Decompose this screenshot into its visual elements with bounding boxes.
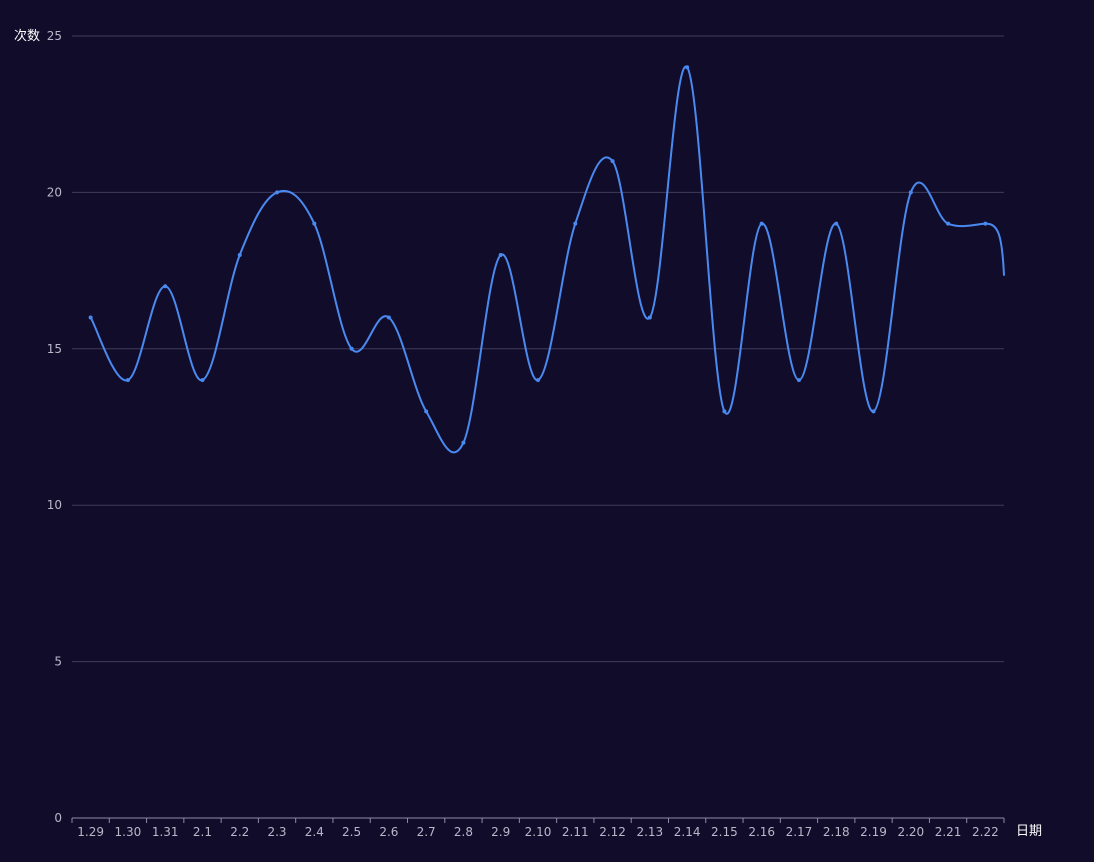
data-point	[536, 378, 540, 383]
data-point	[200, 378, 205, 383]
data-point	[125, 378, 130, 383]
y-tick-label: 10	[47, 498, 62, 512]
data-point	[88, 315, 93, 320]
x-tick-label: 1.29	[77, 825, 104, 839]
x-tick-label: 2.22	[972, 825, 999, 839]
x-axis-title: 日期	[1016, 824, 1042, 839]
data-point	[983, 221, 988, 226]
data-point	[834, 221, 839, 226]
data-point	[163, 284, 168, 289]
x-tick-label: 2.8	[454, 825, 473, 839]
data-point	[275, 190, 280, 195]
x-tick-label: 2.18	[823, 825, 850, 839]
data-point	[424, 409, 429, 414]
data-point	[610, 159, 615, 164]
data-point	[647, 315, 652, 320]
x-axis: 1.29 1.30 1.31 2.1 2.2 2.3 2.4 2.5 2.6 2.7 2.8 2.9 2…	[71, 817, 1005, 839]
data-point	[796, 378, 801, 383]
y-axis-title: 次数	[14, 28, 40, 44]
x-tick-label: 2.19	[860, 825, 887, 839]
data-point	[386, 315, 391, 320]
x-tick-label: 2.4	[305, 825, 324, 839]
data-point	[685, 65, 690, 70]
x-tick-label: 2.11	[562, 825, 589, 839]
x-tick-label: 2.13	[636, 825, 663, 839]
x-tick-label: 2.17	[786, 825, 813, 839]
y-tick-label: 20	[47, 185, 62, 199]
y-tick-label: 25	[47, 29, 62, 43]
x-tick-label: 2.6	[379, 825, 398, 839]
x-tick-label: 2.16	[748, 825, 775, 839]
series-line	[89, 65, 1005, 454]
x-tick-label: 2.5	[342, 825, 361, 839]
data-points	[88, 65, 988, 445]
data-point	[498, 252, 503, 257]
y-tick-label: 15	[47, 342, 62, 356]
x-tick-label: 2.12	[599, 825, 626, 839]
y-axis-ticks: 0 5 10 15 20 25	[47, 29, 62, 825]
x-tick-label: 2.1	[193, 825, 212, 839]
data-point	[759, 221, 764, 226]
x-tick-label: 1.30	[115, 825, 142, 839]
data-point	[573, 221, 578, 226]
x-tick-label: 2.3	[267, 825, 286, 839]
x-tick-label: 2.2	[230, 825, 249, 839]
x-tick-label: 2.15	[711, 825, 738, 839]
x-tick-label: 2.20	[897, 825, 924, 839]
data-point	[908, 190, 913, 195]
data-point	[946, 221, 951, 226]
data-point	[312, 221, 317, 226]
x-tick-label: 2.14	[674, 825, 701, 839]
grid-lines	[72, 35, 1004, 663]
data-point	[349, 346, 354, 351]
x-tick-label: 2.21	[935, 825, 962, 839]
y-tick-label: 5	[54, 655, 62, 669]
data-point	[237, 252, 242, 257]
x-tick-label: 2.7	[417, 825, 436, 839]
y-tick-label: 0	[54, 811, 62, 825]
data-point	[722, 409, 727, 414]
data-point	[461, 440, 466, 445]
data-point	[871, 409, 876, 414]
x-tick-label: 2.10	[525, 825, 552, 839]
x-tick-label: 2.9	[491, 825, 510, 839]
x-tick-label: 1.31	[152, 825, 179, 839]
